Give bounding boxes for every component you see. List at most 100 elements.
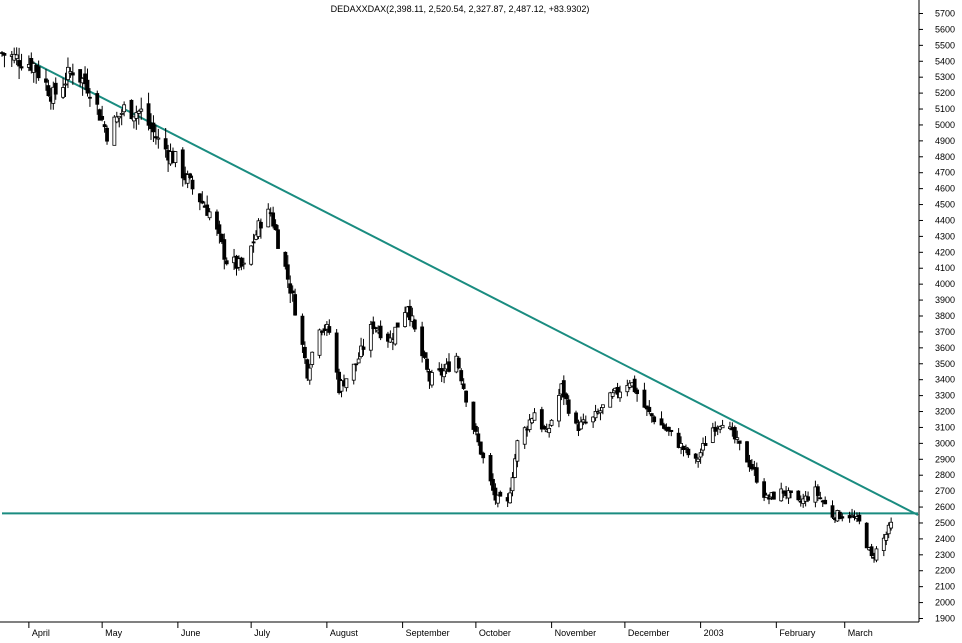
candle-up: [786, 490, 791, 499]
candle-down: [732, 427, 737, 440]
candle-down: [180, 149, 185, 179]
candle-up: [241, 262, 246, 265]
y-tick-label: 5600: [935, 24, 955, 34]
x-tick-label: February: [779, 628, 816, 638]
candle-down: [36, 66, 41, 79]
candle-down: [361, 346, 366, 350]
candle-up: [779, 488, 784, 502]
candle-up: [442, 370, 447, 378]
candle-down: [290, 290, 295, 294]
candle-up: [368, 324, 373, 351]
candle-down: [215, 211, 219, 230]
candle-down: [259, 221, 263, 229]
candle-down: [273, 224, 278, 231]
candle-down: [583, 421, 588, 424]
y-tick-label: 3800: [935, 311, 955, 321]
candle-down: [300, 315, 305, 345]
candle-down: [105, 127, 109, 142]
candle-down: [412, 319, 417, 330]
candle-up: [547, 428, 552, 434]
y-tick-label: 3700: [935, 327, 955, 337]
y-tick-label: 5200: [935, 88, 955, 98]
candle-down: [669, 429, 674, 432]
candle-down: [837, 511, 842, 520]
candle-down: [662, 424, 666, 429]
candle-up: [850, 514, 854, 517]
candle-down: [847, 515, 852, 519]
candle-down: [796, 490, 801, 501]
candle-up: [14, 54, 19, 59]
candle-down: [806, 496, 810, 501]
x-tick-label: March: [848, 628, 873, 638]
candle-up: [508, 492, 512, 504]
candle-down: [615, 387, 620, 395]
candle-down: [818, 497, 823, 500]
candle-up: [114, 116, 119, 123]
candle-down: [857, 514, 862, 522]
candle-up: [527, 419, 532, 430]
candle-up: [68, 71, 73, 74]
candle-down: [478, 441, 483, 455]
candle-up: [119, 112, 124, 115]
candle-down: [464, 390, 469, 403]
candle-up: [696, 458, 701, 462]
candle-up: [254, 234, 258, 240]
candle-up: [884, 534, 889, 541]
y-tick-label: 2800: [935, 470, 955, 480]
candle-up: [532, 412, 537, 421]
candle-down: [659, 418, 664, 426]
candle-down: [542, 426, 547, 430]
candle-up: [720, 424, 725, 429]
candle-up: [317, 329, 322, 356]
candle-down: [642, 389, 647, 408]
y-tick-label: 4000: [935, 279, 955, 289]
candle-down: [205, 204, 210, 216]
candle-up: [403, 312, 407, 327]
y-tick-label: 5400: [935, 56, 955, 66]
candle-down: [652, 416, 657, 423]
candle-down: [129, 99, 134, 120]
candle-up: [410, 315, 415, 322]
candle-down: [302, 346, 307, 359]
candle-up: [579, 421, 583, 430]
y-tick-label: 3300: [935, 391, 955, 401]
x-tick-label: October: [479, 628, 511, 638]
candle-down: [283, 251, 288, 267]
candle-down: [703, 443, 708, 446]
y-tick-label: 4800: [935, 152, 955, 162]
candle-down: [693, 453, 698, 459]
candle-up: [307, 367, 312, 381]
candle-up: [684, 446, 688, 449]
y-tick-label: 4500: [935, 200, 955, 210]
candle-down: [425, 358, 429, 370]
candle-down: [422, 352, 427, 358]
candle-down: [373, 327, 378, 329]
candle-down: [371, 321, 376, 330]
candle-down: [97, 109, 102, 121]
candle-down: [17, 60, 21, 67]
candle-down: [635, 389, 639, 395]
candle-down: [767, 497, 771, 500]
candle-down: [676, 432, 681, 448]
x-tick-label: June: [181, 628, 201, 638]
x-tick-label: November: [555, 628, 597, 638]
candle-down: [190, 179, 195, 190]
candle-down: [100, 116, 105, 120]
candle-up: [886, 524, 891, 535]
candle-down: [276, 229, 280, 249]
candle-down: [88, 96, 92, 99]
chart-title: DEDAXXDAX(2,398.11, 2,520.54, 2,327.87, …: [331, 4, 590, 14]
candle-down: [83, 73, 87, 85]
candle-up: [710, 427, 715, 443]
candle-up: [249, 245, 254, 265]
candle-down: [354, 363, 359, 366]
candle-down: [78, 69, 83, 83]
candle-down: [251, 241, 256, 244]
candle-up: [139, 108, 144, 112]
candle-up: [679, 443, 683, 448]
candle-down: [498, 491, 503, 497]
candle-down: [745, 441, 749, 463]
candle-down: [789, 490, 793, 494]
y-tick-label: 2100: [935, 582, 955, 592]
